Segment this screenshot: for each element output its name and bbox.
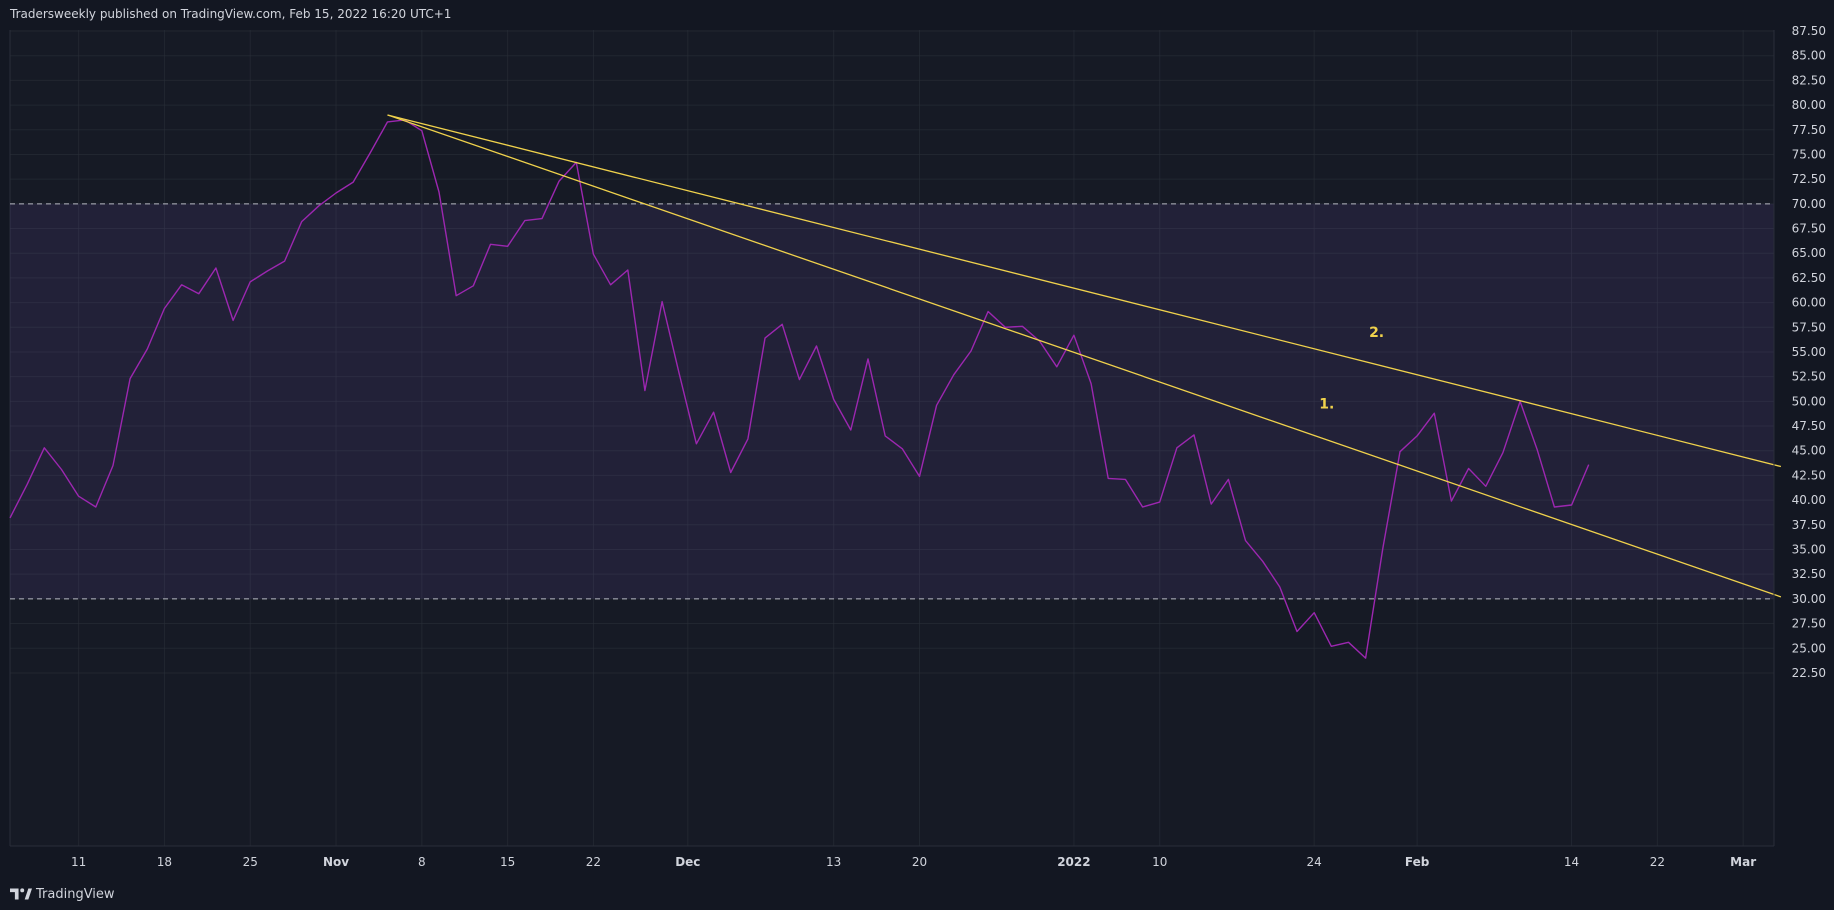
y-tick-label: 75.00 [1792, 147, 1826, 161]
x-tick-label: Mar [1730, 855, 1756, 869]
x-tick-label: 10 [1152, 855, 1167, 869]
rsi-chart[interactable]: 1. 2. 87.50 85.00 82.50 80.00 77.50 75.00 72.50… [0, 0, 1834, 876]
y-tick-label: 67.50 [1792, 222, 1826, 236]
x-tick-label: 15 [500, 855, 515, 869]
tradingview-logo-icon [10, 888, 32, 900]
y-tick-label: 85.00 [1792, 49, 1826, 63]
y-tick-label: 32.50 [1792, 567, 1826, 581]
trendline-2[interactable] [387, 114, 1782, 468]
y-tick-label: 30.00 [1792, 592, 1826, 606]
plot-background [10, 30, 1774, 846]
y-tick-label: 57.50 [1792, 320, 1826, 334]
tradingview-logo[interactable]: TradingView [10, 885, 115, 903]
x-tick-label: 14 [1564, 855, 1579, 869]
x-tick-label: 22 [1650, 855, 1665, 869]
x-tick-label: 25 [243, 855, 258, 869]
chart-header: Tradersweekly published on TradingView.c… [0, 0, 1834, 30]
y-tick-label: 52.50 [1792, 370, 1826, 384]
x-tick-label: 8 [418, 855, 426, 869]
y-tick-label: 70.00 [1792, 197, 1826, 211]
tradingview-brand: TradingView [36, 886, 115, 902]
y-tick-label: 82.50 [1792, 73, 1826, 87]
x-tick-label: 20 [912, 855, 927, 869]
annotations: 1. 2. [1319, 325, 1384, 412]
y-tick-label: 77.50 [1792, 123, 1826, 137]
rsi-line [9, 119, 1590, 659]
x-tick-label: 18 [157, 855, 172, 869]
y-tick-label: 40.00 [1792, 493, 1826, 507]
y-tick-label: 87.50 [1792, 24, 1826, 38]
x-tick-label: Dec [675, 855, 700, 869]
grid [9, 30, 1774, 846]
annotation-label: 2. [1369, 325, 1384, 341]
rsi-band-fill [10, 203, 1774, 599]
y-tick-label: 50.00 [1792, 394, 1826, 408]
y-tick-label: 22.50 [1792, 666, 1826, 680]
y-tick-label: 45.00 [1792, 444, 1826, 458]
y-tick-label: 60.00 [1792, 296, 1826, 310]
y-tick-label: 37.50 [1792, 518, 1826, 532]
band [10, 203, 1774, 600]
y-tick-label: 47.50 [1792, 419, 1826, 433]
x-tick-label: 2022 [1057, 855, 1090, 869]
chart-footer: TradingView [0, 876, 1834, 910]
y-tick-label: 80.00 [1792, 98, 1826, 112]
x-tick-label: 11 [71, 855, 86, 869]
series [9, 119, 1590, 659]
y-tick-label: 27.50 [1792, 617, 1826, 631]
x-tick-label: 24 [1307, 855, 1322, 869]
time-axis[interactable]: 11 18 25 Nov 8 15 22 Dec 13 20 2022 10 24 Feb 14 22 Mar [10, 845, 1774, 869]
y-tick-label: 35.00 [1792, 542, 1826, 556]
published-info: Tradersweekly published on TradingView.c… [10, 7, 452, 21]
y-tick-label: 65.00 [1792, 246, 1826, 260]
trendline-1[interactable] [387, 114, 1782, 598]
x-tick-label: 13 [826, 855, 841, 869]
x-tick-label: Nov [323, 855, 349, 869]
price-axis[interactable]: 87.50 85.00 82.50 80.00 77.50 75.00 72.50 70.00… [1773, 24, 1826, 846]
annotation-label: 1. [1319, 396, 1334, 412]
y-tick-label: 62.50 [1792, 271, 1826, 285]
y-tick-label: 42.50 [1792, 468, 1826, 482]
x-tick-label: 22 [586, 855, 601, 869]
y-tick-label: 72.50 [1792, 172, 1826, 186]
x-tick-label: Feb [1405, 855, 1430, 869]
trendlines[interactable] [387, 114, 1782, 598]
y-tick-label: 55.00 [1792, 345, 1826, 359]
y-tick-label: 25.00 [1792, 641, 1826, 655]
